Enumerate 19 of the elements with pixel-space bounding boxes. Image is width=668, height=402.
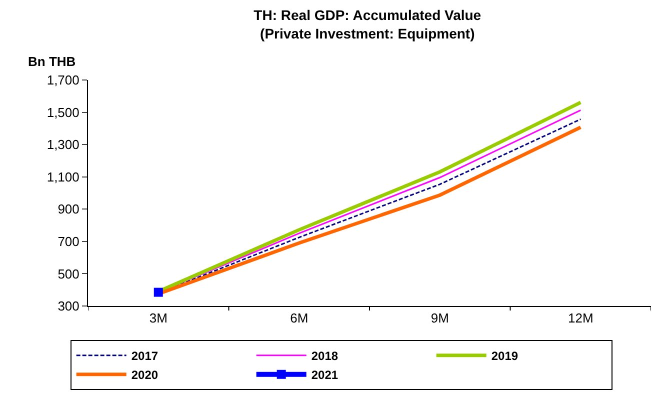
y-tick-label: 1,300 — [46, 137, 80, 152]
y-axis-title: Bn THB — [28, 54, 76, 69]
y-tick-label: 700 — [58, 234, 80, 249]
x-tick-label: 6M — [290, 310, 308, 326]
y-tick-label: 300 — [58, 298, 80, 314]
y-tick-label: 900 — [58, 202, 80, 217]
y-tick-label: 1,100 — [46, 169, 80, 184]
y-tick-label: 1,700 — [46, 72, 80, 88]
chart-title: TH: Real GDP: Accumulated Value (Private Investment: Equipment) — [254, 7, 482, 42]
y-tick-label: 1,500 — [46, 104, 80, 120]
x-tick-label: 3M — [149, 310, 168, 326]
x-tick-label: 9M — [430, 310, 449, 326]
x-tick-label: 12M — [568, 310, 594, 326]
legend-label: 2021 — [311, 368, 338, 382]
y-tick-label: 500 — [58, 266, 80, 282]
legend-label: 2019 — [491, 349, 518, 364]
legend-label: 2020 — [131, 368, 158, 382]
legend-label: 2017 — [131, 349, 158, 364]
legend-label: 2018 — [311, 349, 338, 364]
